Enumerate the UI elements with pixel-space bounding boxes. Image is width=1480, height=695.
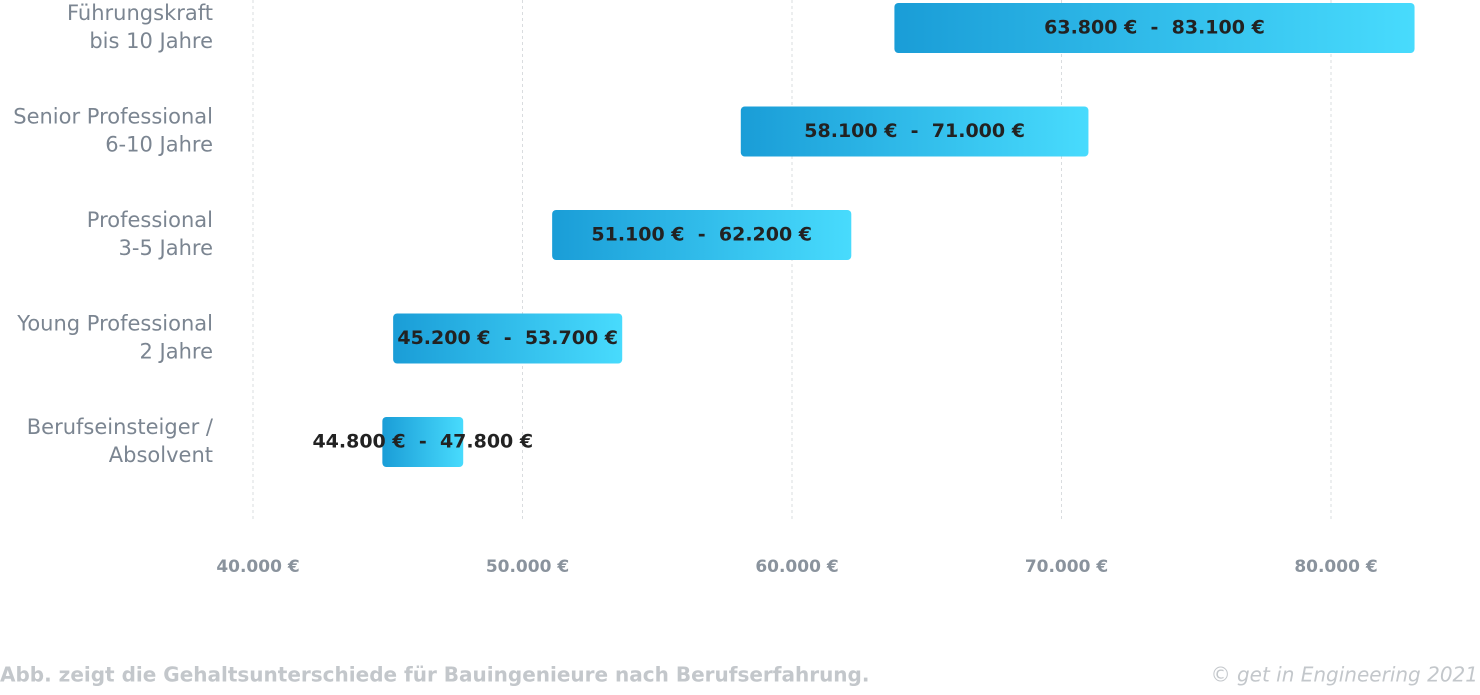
x-tick-label: 80.000 €	[1294, 557, 1377, 577]
category-label-line: 3-5 Jahre	[119, 236, 213, 260]
category-label: Führungskraft bis 10 Jahre	[67, 1, 213, 53]
category-label-line: Berufseinsteiger /	[27, 415, 214, 439]
value-label: 51.100 € - 62.200 €	[591, 224, 812, 246]
x-tick-label: 70.000 €	[1025, 557, 1108, 577]
category-label: Professional 3-5 Jahre	[87, 208, 213, 260]
range-bar	[393, 313, 623, 364]
x-tick-label: 40.000 €	[216, 557, 299, 577]
x-tick-label: 50.000 €	[486, 557, 569, 577]
value-label: 63.800 € - 83.100 €	[1044, 17, 1265, 39]
category-label-line: Young Professional	[16, 312, 213, 336]
category-label-line: Führungskraft	[67, 1, 213, 25]
range-bar	[552, 210, 852, 260]
category-label-line: Absolvent	[109, 443, 213, 467]
category-label-line: bis 10 Jahre	[89, 29, 213, 53]
category-label: Berufseinsteiger / Absolvent	[27, 415, 214, 467]
caption: Abb. zeigt die Gehaltsunterschiede für B…	[0, 663, 869, 687]
source: © get in Engineering 2021	[1211, 663, 1478, 687]
value-label: 45.200 € - 53.700 €	[397, 327, 618, 349]
category-label-line: Professional	[87, 208, 213, 232]
category-label-line: 2 Jahre	[140, 340, 214, 364]
range-bar	[382, 417, 464, 467]
value-label: 58.100 € - 71.000 €	[804, 120, 1025, 142]
category-label-line: Senior Professional	[13, 105, 213, 129]
range-bar	[740, 106, 1089, 157]
category-label: Young Professional 2 Jahre	[16, 312, 213, 364]
x-tick-label: 60.000 €	[755, 557, 838, 577]
value-label: 44.800 € - 47.800 €	[312, 431, 533, 453]
category-label: Senior Professional 6-10 Jahre	[13, 105, 213, 157]
range-bar	[894, 3, 1415, 53]
category-label-line: 6-10 Jahre	[105, 133, 213, 157]
